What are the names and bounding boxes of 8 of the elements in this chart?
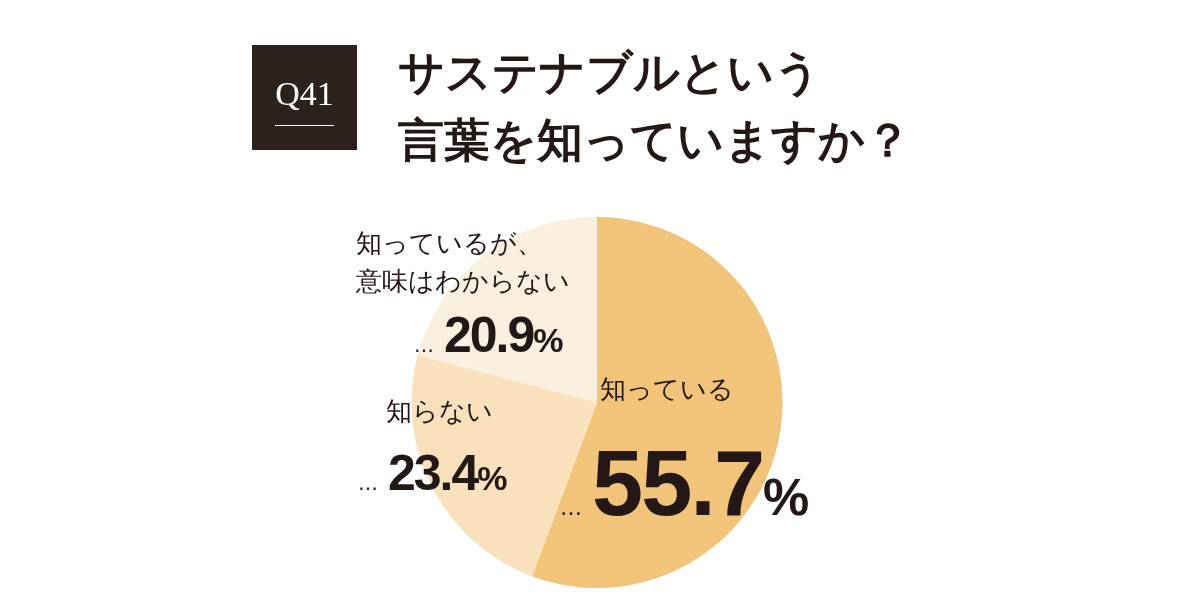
- data-label: …23.4%: [358, 445, 508, 501]
- text: Q41: [275, 75, 334, 126]
- chart-title: サステナブルという言葉を知っていますか？: [398, 44, 911, 169]
- data-label: …20.9%: [414, 307, 564, 363]
- data-label: …55.7%: [560, 432, 810, 534]
- slice-label: 知っているが、意味はわからない: [355, 228, 570, 296]
- slice-label: 知っている: [600, 374, 734, 404]
- slice-label: 知らない: [386, 396, 493, 426]
